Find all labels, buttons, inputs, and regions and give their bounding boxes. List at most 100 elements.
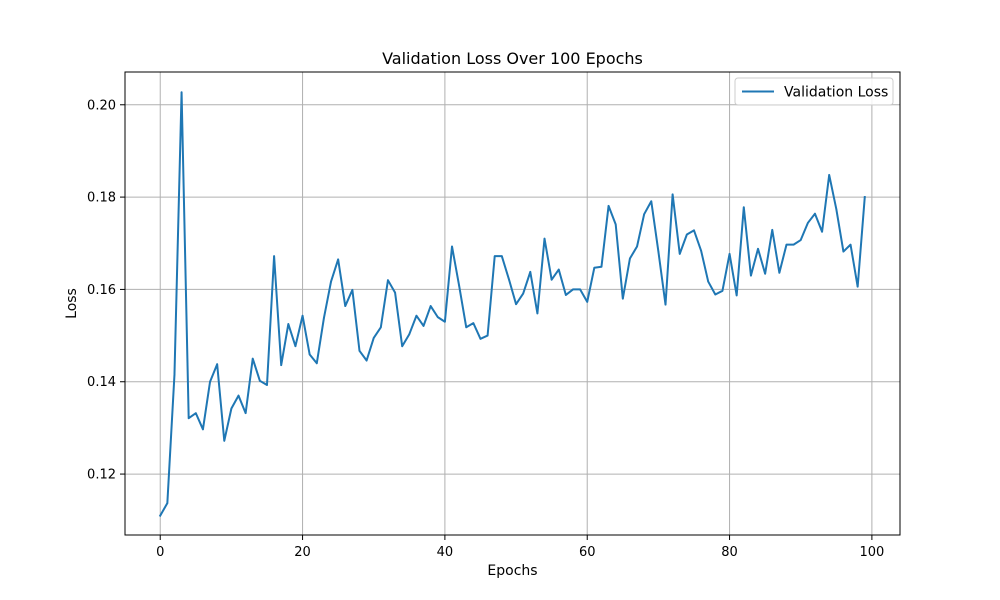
data-point: [180, 91, 183, 94]
data-point: [237, 394, 240, 397]
data-point: [664, 303, 667, 306]
data-point: [223, 440, 226, 442]
x-tick-label: 0: [156, 545, 164, 560]
data-point: [330, 280, 332, 283]
data-point: [195, 412, 197, 414]
data-point: [486, 334, 489, 337]
data-point: [600, 266, 603, 268]
data-point: [202, 428, 204, 431]
legend: Validation Loss: [734, 77, 894, 106]
data-point: [835, 208, 838, 210]
data-point: [465, 326, 468, 329]
x-tick-label: 60: [579, 545, 596, 560]
data-point: [294, 345, 297, 348]
y-axis: 0.12 0.14 0.16 0.18 0.20: [87, 98, 125, 483]
data-point: [622, 297, 624, 300]
data-point: [821, 230, 823, 233]
data-point: [629, 257, 631, 260]
data-point: [451, 245, 453, 248]
data-point: [863, 196, 866, 198]
data-point: [422, 325, 425, 327]
data-point: [436, 316, 439, 318]
y-axis-label: Loss: [64, 288, 80, 319]
data-point: [344, 305, 347, 307]
x-tick-label: 80: [721, 545, 738, 560]
data-point: [380, 326, 382, 329]
data-point: [686, 233, 688, 236]
data-point: [700, 249, 702, 252]
data-point: [166, 502, 169, 504]
data-point: [508, 278, 510, 281]
data-point: [415, 314, 418, 317]
data-point: [778, 272, 781, 274]
data-point: [735, 294, 738, 297]
data-point: [251, 357, 254, 360]
data-point: [216, 363, 218, 366]
data-point: [707, 280, 710, 283]
chart-title: Validation Loss Over 100 Epochs: [382, 49, 643, 68]
data-point: [479, 338, 482, 340]
data-point: [401, 345, 403, 348]
data-point: [792, 243, 795, 246]
data-point: [557, 268, 560, 271]
data-point: [501, 255, 503, 257]
data-point: [657, 250, 660, 253]
data-point: [828, 174, 830, 176]
x-axis: 0 20 40 60 80 100: [156, 535, 884, 560]
data-point: [593, 266, 596, 269]
data-point: [244, 412, 247, 414]
data-point: [536, 312, 539, 315]
data-point: [714, 293, 717, 296]
data-point: [728, 253, 731, 255]
data-point: [742, 206, 745, 209]
data-point: [785, 243, 788, 246]
x-tick-label: 100: [859, 545, 884, 560]
data-point: [337, 258, 339, 261]
data-point: [572, 288, 574, 291]
data-point: [750, 274, 752, 277]
data-point: [678, 253, 681, 255]
data-point: [814, 212, 816, 215]
data-point: [607, 205, 610, 207]
data-point: [209, 380, 211, 383]
data-point: [387, 279, 389, 281]
series-line-validation-loss: [158, 91, 866, 517]
series-layer: [158, 91, 866, 517]
data-point: [187, 417, 190, 420]
data-point: [550, 278, 553, 281]
data-point: [757, 248, 759, 250]
data-point: [308, 353, 311, 356]
data-point: [849, 243, 852, 246]
plot-area-frame: [124, 71, 901, 536]
data-point: [764, 272, 766, 275]
data-point: [287, 323, 290, 325]
data-point: [408, 333, 411, 336]
data-point: [159, 514, 162, 517]
data-point: [301, 314, 304, 317]
data-point: [273, 255, 275, 257]
x-tick-label: 40: [437, 545, 454, 560]
data-point: [771, 229, 774, 231]
data-point: [650, 200, 653, 203]
data-point: [579, 288, 581, 291]
data-point: [429, 305, 432, 307]
data-point: [614, 223, 617, 226]
data-point: [394, 291, 396, 294]
data-point: [565, 294, 567, 296]
data-point: [323, 317, 325, 319]
data-point: [671, 193, 674, 196]
data-point: [799, 239, 802, 241]
data-point: [351, 289, 354, 291]
legend-box: [734, 77, 894, 106]
y-tick-label: 0.18: [87, 191, 116, 206]
data-point: [529, 271, 532, 273]
data-point: [280, 364, 283, 366]
data-point: [259, 380, 261, 382]
data-point: [842, 250, 845, 253]
data-point: [173, 374, 176, 376]
data-point: [586, 301, 589, 303]
data-point: [444, 320, 446, 323]
legend-label: Validation Loss: [784, 85, 888, 101]
data-point: [230, 407, 233, 410]
